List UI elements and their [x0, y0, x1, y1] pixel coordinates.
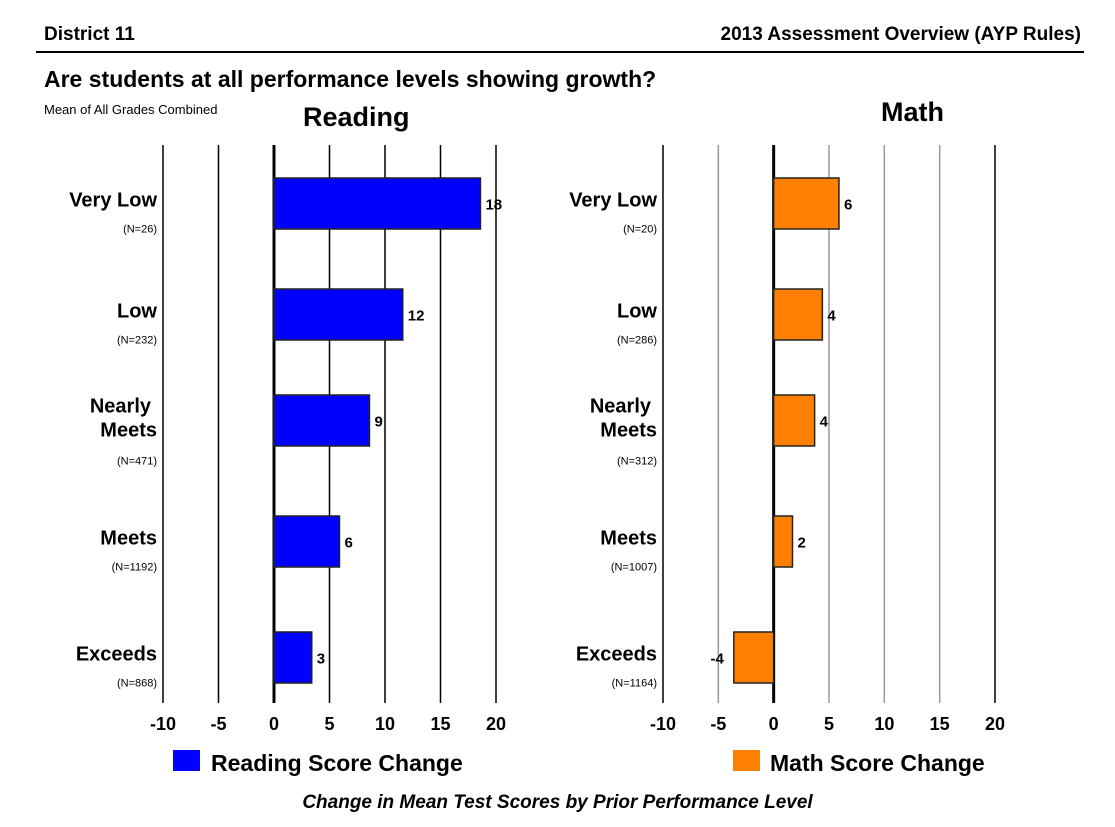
category-count: (N=471)	[117, 456, 157, 468]
category-label: Exceeds	[76, 644, 157, 666]
x-tick-label: 5	[324, 714, 334, 734]
x-tick-label: 10	[375, 714, 395, 734]
reading-legend-label: Reading Score Change	[211, 750, 463, 776]
x-tick-label: 0	[769, 714, 779, 734]
data-label: 2	[797, 535, 805, 552]
reading-legend-swatch	[173, 750, 200, 771]
category-count: (N=1192)	[112, 562, 157, 574]
data-label: 18	[485, 197, 502, 214]
bar	[772, 177, 840, 230]
category-label: Exceeds	[576, 644, 657, 666]
category-label: Meets	[100, 420, 157, 442]
data-label: -4	[710, 651, 724, 668]
category-label: Nearly	[590, 396, 652, 418]
category-count: (N=1164)	[612, 678, 657, 690]
x-tick-label: 20	[486, 714, 506, 734]
page-subtitle: Mean of All Grades Combined	[44, 102, 218, 117]
bar	[273, 288, 404, 341]
district-name: District 11	[44, 24, 135, 45]
data-label: 12	[408, 308, 425, 325]
category-label: Nearly	[90, 396, 152, 418]
x-tick-label: 15	[430, 714, 450, 734]
chart-caption: Change in Mean Test Scores by Prior Perf…	[302, 792, 813, 813]
category-label: Very Low	[69, 190, 157, 212]
bar	[772, 515, 794, 568]
x-tick-label: 15	[930, 714, 950, 734]
x-tick-label: -5	[710, 714, 726, 734]
x-tick-label: 20	[985, 714, 1005, 734]
x-tick-label: -5	[210, 714, 226, 734]
category-count: (N=1007)	[611, 562, 657, 574]
category-count: (N=286)	[617, 335, 657, 347]
bar	[273, 515, 341, 568]
data-label: 6	[344, 535, 352, 552]
bar	[733, 631, 775, 684]
data-label: 4	[820, 414, 829, 431]
category-label: Meets	[100, 528, 157, 550]
bar	[273, 631, 313, 684]
x-tick-label: 10	[874, 714, 894, 734]
category-count: (N=26)	[123, 224, 157, 236]
reading-chart-title: Reading	[303, 102, 410, 132]
data-label: 6	[844, 197, 852, 214]
bar	[772, 288, 824, 341]
category-count: (N=312)	[617, 456, 657, 468]
category-label: Meets	[600, 528, 657, 550]
bar	[772, 394, 816, 447]
x-tick-label: 5	[824, 714, 834, 734]
category-label: Low	[117, 301, 157, 323]
data-label: 4	[827, 308, 836, 325]
x-tick-label: -10	[650, 714, 676, 734]
category-label: Low	[617, 301, 657, 323]
x-tick-label: 0	[269, 714, 279, 734]
math-legend-label: Math Score Change	[770, 750, 985, 776]
category-count: (N=20)	[623, 224, 657, 236]
page-title: Are students at all performance levels s…	[44, 66, 657, 92]
bar	[273, 177, 482, 230]
math-chart-title: Math	[881, 97, 944, 127]
data-label: 9	[374, 414, 382, 431]
category-count: (N=232)	[117, 335, 157, 347]
category-label: Meets	[600, 420, 657, 442]
category-count: (N=868)	[117, 678, 157, 690]
bar	[273, 394, 371, 447]
x-tick-label: -10	[150, 714, 176, 734]
data-label: 3	[317, 651, 325, 668]
header-divider	[36, 51, 1084, 53]
category-label: Very Low	[569, 190, 657, 212]
math-legend-swatch	[733, 750, 760, 771]
report-title: 2013 Assessment Overview (AYP Rules)	[720, 24, 1082, 45]
